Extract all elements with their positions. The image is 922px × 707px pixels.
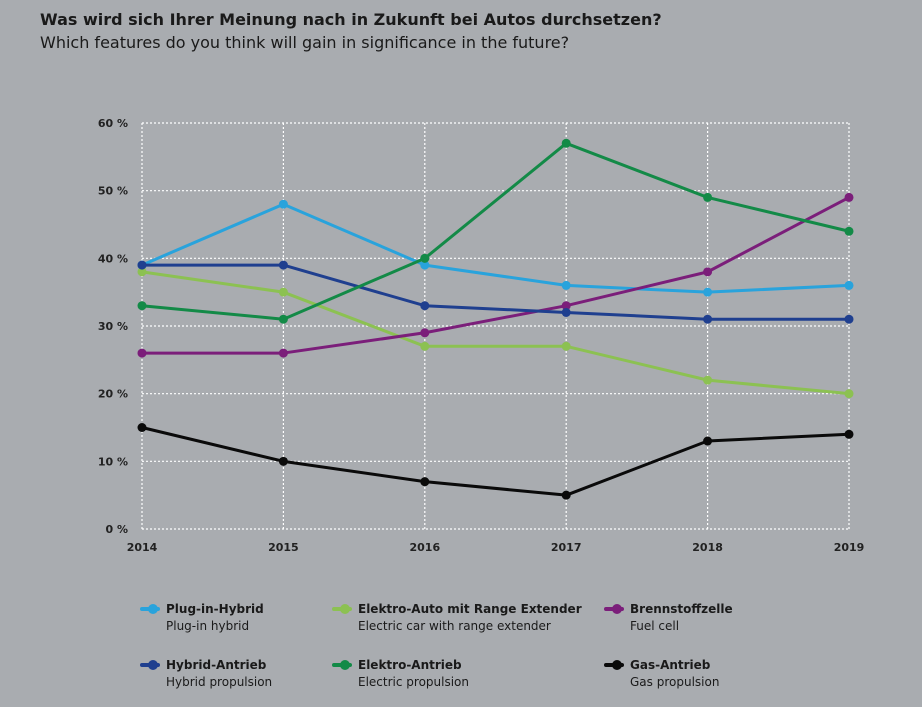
legend-label-en: Plug-in hybrid bbox=[166, 619, 250, 633]
data-point bbox=[561, 307, 571, 317]
x-tick-label: 2014 bbox=[127, 541, 158, 554]
legend-item-hybrid-propulsion: Hybrid-Antrieb Hybrid propulsion bbox=[140, 657, 272, 691]
x-tick-label: 2017 bbox=[551, 541, 582, 554]
data-point bbox=[420, 328, 430, 338]
data-point bbox=[278, 287, 288, 297]
data-point bbox=[278, 348, 288, 358]
data-point bbox=[844, 429, 854, 439]
series-line-5 bbox=[141, 426, 850, 497]
x-tick-label: 2018 bbox=[692, 541, 723, 554]
y-tick-label: 0 % bbox=[105, 523, 128, 536]
chart-title: Was wird sich Ihrer Meinung nach in Zuku… bbox=[40, 10, 662, 29]
data-point bbox=[844, 280, 854, 290]
data-point bbox=[844, 226, 854, 236]
data-point bbox=[420, 341, 430, 351]
data-point bbox=[561, 490, 571, 500]
data-point bbox=[137, 301, 147, 311]
data-point bbox=[844, 192, 854, 202]
data-point bbox=[137, 260, 147, 270]
legend-swatch bbox=[332, 659, 352, 670]
series-line-2 bbox=[142, 196, 850, 355]
legend-label-en: Fuel cell bbox=[630, 619, 680, 633]
legend-label-de: Elektro-Auto mit Range Extender bbox=[358, 602, 582, 616]
data-point bbox=[137, 423, 147, 432]
y-tick-label: 20 % bbox=[98, 388, 128, 401]
data-point bbox=[703, 375, 713, 385]
x-tick-label: 2016 bbox=[409, 541, 440, 554]
series-line-4 bbox=[141, 141, 850, 321]
data-point bbox=[561, 138, 571, 148]
data-point bbox=[278, 199, 288, 209]
legend-item-fuel-cell: Brennstoffzelle Fuel cell bbox=[604, 601, 733, 635]
data-point bbox=[278, 314, 288, 324]
chart-subtitle: Which features do you think will gain in… bbox=[40, 33, 570, 52]
data-point bbox=[561, 301, 571, 311]
legend-item-plug-in-hybrid: Plug-in-Hybrid Plug-in hybrid bbox=[140, 601, 264, 635]
y-tick-label: 60 % bbox=[98, 117, 128, 130]
legend-swatch bbox=[604, 659, 624, 670]
legend-swatch bbox=[332, 603, 352, 614]
series-line-3 bbox=[142, 263, 849, 321]
data-point bbox=[420, 477, 430, 487]
data-point bbox=[703, 314, 713, 324]
y-tick-label: 10 % bbox=[98, 455, 128, 468]
legend-item-electric-propulsion: Elektro-Antrieb Electric propulsion bbox=[332, 657, 469, 691]
y-tick-label: 40 % bbox=[98, 252, 128, 265]
series-line-1 bbox=[141, 270, 850, 396]
data-point bbox=[420, 301, 430, 311]
legend-label-en: Electric propulsion bbox=[358, 675, 469, 689]
data-point bbox=[703, 192, 713, 202]
data-point bbox=[703, 436, 713, 446]
legend-swatch bbox=[140, 603, 160, 614]
legend-label-de: Brennstoffzelle bbox=[630, 602, 733, 616]
data-point bbox=[561, 280, 571, 290]
legend-label-de: Plug-in-Hybrid bbox=[166, 602, 264, 616]
data-point bbox=[703, 287, 713, 297]
legend-label-en: Electric car with range extender bbox=[358, 619, 551, 633]
legend-label-de: Hybrid-Antrieb bbox=[166, 658, 267, 672]
data-point bbox=[844, 314, 854, 324]
data-point bbox=[561, 341, 571, 351]
legend-label-de: Gas-Antrieb bbox=[630, 658, 711, 672]
data-point bbox=[844, 389, 854, 399]
data-point bbox=[137, 267, 147, 277]
x-tick-label: 2015 bbox=[268, 541, 299, 554]
data-point bbox=[420, 253, 430, 263]
legend-item-range-extender: Elektro-Auto mit Range Extender Electric… bbox=[332, 601, 582, 635]
x-tick-label: 2019 bbox=[834, 541, 865, 554]
legend-label-en: Hybrid propulsion bbox=[166, 675, 273, 689]
data-point bbox=[278, 260, 288, 270]
series-line-0 bbox=[141, 202, 850, 294]
legend-item-gas-propulsion: Gas-Antrieb Gas propulsion bbox=[604, 657, 719, 691]
y-tick-label: 50 % bbox=[98, 185, 128, 198]
legend-swatch bbox=[140, 659, 160, 670]
data-point bbox=[278, 456, 288, 466]
legend-label-de: Elektro-Antrieb bbox=[358, 658, 462, 672]
data-point bbox=[703, 267, 713, 277]
data-point bbox=[420, 260, 430, 270]
data-point bbox=[137, 348, 147, 358]
legend-swatch bbox=[604, 603, 624, 614]
legend-label-en: Gas propulsion bbox=[630, 675, 720, 689]
y-tick-label: 30 % bbox=[98, 320, 128, 333]
